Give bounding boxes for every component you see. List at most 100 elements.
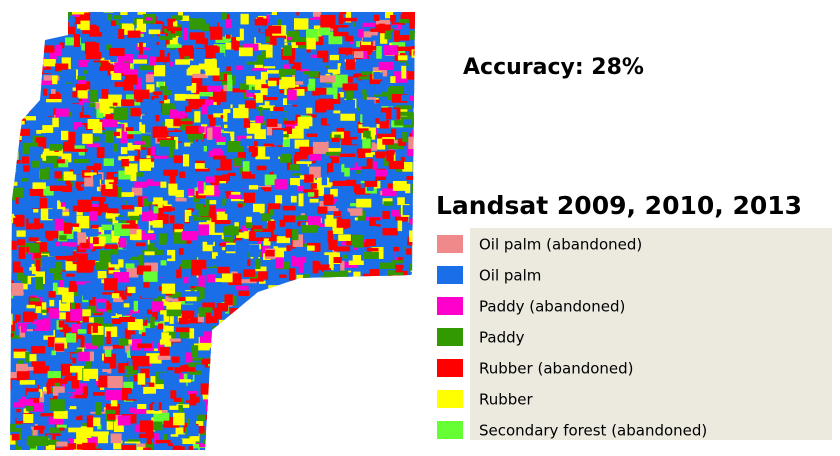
map-patch: [77, 444, 83, 450]
map-patch: [59, 193, 72, 203]
map-patch: [287, 89, 297, 101]
map-patch: [181, 259, 195, 269]
map-patch: [265, 376, 277, 388]
map-patch: [286, 159, 292, 171]
map-patch: [386, 449, 392, 450]
map-patch: [319, 284, 334, 296]
map-patch: [316, 132, 329, 142]
map-patch: [307, 216, 321, 226]
map-patch: [22, 32, 29, 41]
map-patch: [390, 15, 396, 22]
map-patch: [150, 204, 155, 212]
map-patch: [291, 164, 308, 174]
map-patch: [77, 75, 86, 82]
map-patch: [286, 417, 299, 428]
map-patch: [311, 286, 326, 295]
map-patch: [214, 441, 224, 450]
map-patch: [358, 76, 370, 80]
map-patch: [58, 183, 73, 193]
map-patch: [110, 56, 117, 63]
map-patch: [416, 407, 430, 412]
map-patch: [80, 322, 92, 336]
map-patch: [357, 94, 363, 104]
map-patch: [141, 115, 156, 125]
map-patch: [215, 328, 223, 333]
map-patch: [379, 429, 394, 440]
map-patch: [254, 61, 264, 68]
map-patch: [132, 136, 142, 145]
map-patch: [345, 12, 352, 23]
legend-label: Paddy (abandoned): [479, 298, 625, 316]
map-patch: [385, 25, 398, 29]
map-patch: [361, 29, 378, 41]
map-patch: [417, 55, 426, 63]
map-patch: [311, 349, 316, 362]
map-patch: [327, 358, 333, 368]
map-patch: [396, 440, 408, 444]
map-patch: [190, 143, 204, 155]
map-patch: [344, 426, 357, 432]
map-patch: [247, 437, 261, 445]
map-patch: [23, 270, 32, 276]
map-patch: [344, 361, 360, 375]
map-patch: [166, 309, 181, 317]
map-patch: [198, 126, 205, 133]
map-patch: [289, 381, 303, 386]
map-patch: [246, 61, 259, 65]
map-patch: [37, 288, 44, 298]
map-patch: [205, 199, 210, 211]
map-patch: [397, 55, 408, 61]
map-patch: [331, 277, 341, 281]
map-patch: [362, 138, 371, 149]
map-patch: [419, 91, 424, 97]
map-patch: [412, 291, 415, 300]
map-patch: [307, 429, 323, 440]
map-patch: [413, 50, 415, 56]
map-patch: [202, 241, 215, 252]
map-patch: [98, 98, 110, 109]
map-patch: [10, 333, 14, 337]
map-patch: [345, 294, 362, 301]
map-patch: [348, 285, 356, 296]
map-patch: [221, 273, 233, 283]
map-patch: [303, 274, 311, 281]
map-patch: [281, 295, 295, 300]
map-patch: [408, 50, 415, 56]
map-patch: [348, 435, 355, 442]
map-patch: [23, 313, 38, 320]
map-patch: [213, 175, 228, 187]
map-patch: [198, 224, 209, 236]
map-patch: [400, 157, 405, 162]
map-patch: [204, 156, 221, 169]
map-patch: [234, 419, 241, 426]
map-patch: [82, 386, 89, 396]
map-patch: [419, 348, 427, 353]
map-patch: [385, 381, 394, 386]
map-patch: [10, 313, 13, 325]
map-patch: [278, 274, 293, 278]
map-patch: [266, 402, 279, 412]
map-patch: [345, 396, 359, 407]
map-patch: [207, 85, 222, 92]
map-patch: [416, 158, 428, 161]
map-patch: [168, 183, 178, 195]
map-patch: [293, 303, 305, 313]
map-patch: [393, 337, 399, 349]
map-patch: [394, 30, 400, 42]
map-patch: [215, 136, 226, 144]
map-patch: [338, 27, 354, 32]
map-patch: [84, 41, 99, 55]
map-patch: [10, 372, 22, 379]
map-patch: [143, 271, 158, 282]
map-patch: [89, 85, 94, 94]
map-patch: [15, 103, 31, 112]
map-patch: [341, 294, 348, 306]
map-patch: [379, 112, 387, 122]
map-patch: [229, 357, 243, 370]
map-patch: [227, 335, 238, 343]
map-patch: [417, 374, 422, 381]
map-patch: [284, 426, 292, 436]
map-patch: [275, 257, 284, 269]
map-patch: [59, 352, 73, 364]
map-patch: [78, 351, 90, 362]
